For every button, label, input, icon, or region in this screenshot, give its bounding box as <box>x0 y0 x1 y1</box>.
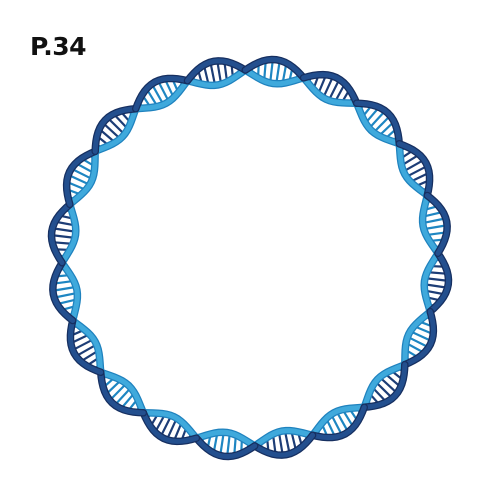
base-pair-rung <box>283 429 291 455</box>
base-pair-rung <box>327 78 341 102</box>
strand-segment <box>92 106 139 154</box>
base-pair-rung <box>108 382 128 402</box>
base-pair-rung <box>322 75 335 99</box>
strand-segment <box>310 404 367 441</box>
base-pair-rung <box>372 114 392 134</box>
base-pair-rung <box>378 376 399 395</box>
strand-segment <box>193 435 258 460</box>
base-pair-rung <box>50 234 77 239</box>
strand-segment <box>402 309 433 368</box>
strand-segment <box>64 148 98 207</box>
strand-segment <box>354 100 402 147</box>
base-pair-rung <box>226 431 231 458</box>
base-pair-rung <box>368 109 387 130</box>
strand-segment <box>67 148 98 207</box>
strand-segment <box>92 106 139 154</box>
base-pair-rung <box>71 338 95 352</box>
base-pair-rung <box>51 227 77 233</box>
strand-segment <box>193 429 258 449</box>
strand-segment <box>98 369 146 416</box>
strand-segment <box>67 318 104 375</box>
strand-segment <box>427 250 452 315</box>
base-pair-rung <box>159 414 173 438</box>
base-pair-rung <box>269 58 274 85</box>
strand-segment <box>310 404 367 438</box>
base-pair-rung <box>219 431 225 457</box>
page-label: P.34 <box>30 32 87 61</box>
base-pair-rung <box>423 277 450 282</box>
base-pair-rung <box>330 413 344 437</box>
base-pair-rung <box>406 335 430 349</box>
base-pair-rung <box>150 82 165 106</box>
base-pair-rung <box>422 224 449 231</box>
strand-segment <box>242 56 307 81</box>
strand-segment <box>59 260 80 324</box>
strand-segment <box>98 369 146 416</box>
base-pair-rung <box>216 59 223 86</box>
base-pair-rung <box>374 380 394 400</box>
strand-segment <box>184 67 248 88</box>
strand-segment <box>133 75 190 112</box>
base-pair-rung <box>275 59 281 85</box>
strand-segment <box>50 260 76 324</box>
strand-segment <box>70 318 104 375</box>
strand-segment <box>421 250 441 315</box>
base-pair-rung <box>113 386 132 407</box>
base-pair-rung <box>165 417 178 441</box>
base-pair-rung <box>106 116 126 136</box>
strand-segment <box>59 201 79 266</box>
back-strands <box>58 66 442 450</box>
strand-segment <box>242 67 307 87</box>
base-pair-rung <box>335 410 350 434</box>
base-pair-rung <box>67 173 91 186</box>
base-pair-rung <box>402 158 426 173</box>
base-pair-rung <box>74 343 98 358</box>
strand-segment <box>396 141 430 198</box>
base-pair-rung <box>277 430 284 457</box>
strand-segment <box>252 432 316 458</box>
strand-segment <box>361 362 408 410</box>
base-pair-rung <box>421 217 447 225</box>
base-pair-rung <box>405 164 429 178</box>
strand-segment <box>354 100 402 147</box>
base-pair-rung <box>409 330 433 343</box>
strand-segment <box>48 201 73 266</box>
strand-segment <box>133 78 190 112</box>
base-pair-rung <box>51 285 78 292</box>
base-pair-rung <box>423 283 449 289</box>
strand-segment <box>301 72 360 106</box>
strand-segment <box>184 58 248 84</box>
front-strands <box>47 55 453 461</box>
base-pair-rung <box>101 121 122 140</box>
strand-segment <box>140 410 199 441</box>
base-pair-rung <box>209 61 217 87</box>
strand-segment <box>301 75 360 106</box>
base-pair-rung <box>156 79 170 103</box>
strand-segment <box>252 428 316 449</box>
strand-segment <box>402 309 436 368</box>
base-pair-rung <box>70 167 94 181</box>
base-pair-rung <box>53 291 79 299</box>
strand-segment <box>361 362 408 410</box>
strand-segment <box>424 192 450 256</box>
strand-segment <box>396 141 433 198</box>
strand-segment <box>420 192 441 256</box>
strand-segment <box>140 410 199 444</box>
